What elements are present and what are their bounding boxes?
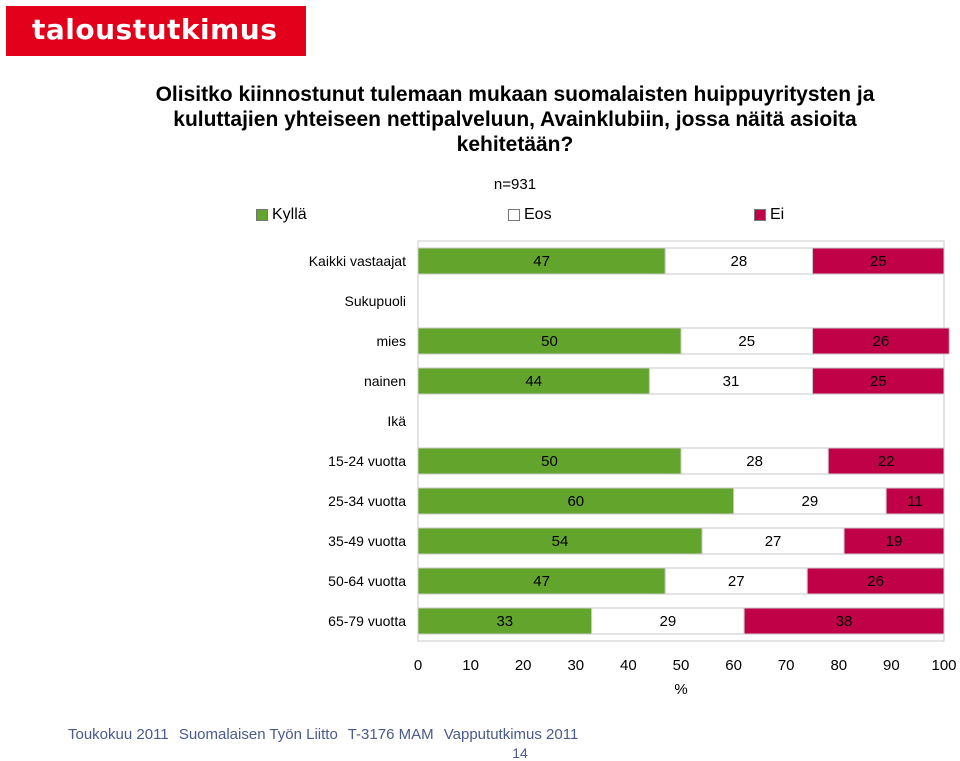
data-label: 31 [723, 373, 740, 390]
bar-segment [843, 527, 945, 555]
legend-label-ei: Ei [770, 206, 785, 223]
data-label: 60 [567, 493, 584, 510]
bar-segment [417, 367, 650, 395]
bar-segment [417, 527, 703, 555]
legend-swatch-kylla [256, 209, 268, 221]
x-tick-label: 60 [725, 657, 742, 674]
bar-segment [417, 447, 682, 475]
legend-swatch-eos [508, 209, 520, 221]
x-tick-label: 30 [567, 657, 584, 674]
x-axis-label: % [674, 681, 687, 698]
footer-date: Toukokuu 2011 [68, 726, 169, 743]
bar-segment [812, 327, 950, 355]
sample-size: n=931 [493, 176, 537, 193]
x-tick-label: 0 [414, 657, 422, 674]
x-tick-label: 40 [620, 657, 637, 674]
category-label: Kaikki vastaajat [309, 253, 406, 269]
bar-segment [701, 527, 845, 555]
legend-label-kylla: Kyllä [272, 206, 307, 223]
category-label: 25-34 vuotta [328, 493, 406, 509]
x-tick-label: 100 [931, 657, 956, 674]
bar-segment [812, 367, 945, 395]
data-label: 47 [533, 253, 550, 270]
legend-swatch-ei [754, 209, 766, 221]
plot-frame [417, 240, 945, 642]
bar-segment [812, 247, 945, 275]
company-logo: taloustutkimus oy [6, 6, 306, 79]
bar-segment [417, 607, 593, 635]
data-label: 27 [728, 573, 745, 590]
footer-client: Suomalaisen Työn Liitto [178, 726, 338, 743]
data-label: 11 [907, 493, 923, 510]
legend-label-eos: Eos [524, 206, 552, 223]
footer-project: T-3176 MAM [347, 726, 434, 743]
bar-segment [885, 487, 945, 515]
data-label: 28 [731, 253, 748, 270]
legend-item-kylla: Kyllä [256, 206, 307, 224]
bar-segment [806, 567, 945, 595]
category-label: Ikä [387, 413, 406, 429]
bar-segment [664, 567, 808, 595]
legend-item-ei: Ei [754, 206, 784, 224]
data-label: 27 [765, 533, 782, 550]
category-label: 50-64 vuotta [328, 573, 406, 589]
bar-segment [827, 447, 945, 475]
data-label: 25 [870, 373, 887, 390]
bar-segment [417, 567, 666, 595]
bar-segment [743, 607, 945, 635]
bar-segment [417, 247, 666, 275]
x-tick-label: 50 [673, 657, 690, 674]
bar-segment [591, 607, 745, 635]
x-tick-label: 10 [462, 657, 479, 674]
data-label: 33 [496, 613, 513, 630]
data-label: 26 [873, 333, 890, 350]
data-label: 25 [870, 253, 887, 270]
data-label: 50 [541, 333, 558, 350]
footer-survey: Vappututkimus 2011 [443, 726, 579, 743]
bar-segment [680, 447, 829, 475]
bar-segment [680, 327, 813, 355]
category-label: 65-79 vuotta [328, 613, 406, 629]
x-tick-label: 90 [883, 657, 900, 674]
logo-text: taloustutkimus oy [32, 13, 278, 79]
data-label: 44 [525, 373, 542, 390]
data-label: 28 [746, 453, 763, 470]
category-label: 35-49 vuotta [328, 533, 406, 549]
category-label: 15-24 vuotta [328, 453, 406, 469]
chart-title: Olisitko kiinnostunut tulemaan mukaan su… [155, 83, 875, 156]
bar-segment [733, 487, 887, 515]
data-label: 29 [660, 613, 677, 630]
legend-item-eos: Eos [508, 206, 552, 224]
data-label: 29 [802, 493, 819, 510]
x-tick-label: 20 [515, 657, 532, 674]
category-label: mies [376, 333, 406, 349]
data-label: 25 [738, 333, 755, 350]
data-label: 19 [886, 533, 903, 550]
category-label: nainen [364, 373, 406, 389]
page-number: 14 [512, 745, 528, 761]
footer: Toukokuu 2011 Suomalaisen Työn Liitto T-… [68, 726, 584, 743]
x-tick-label: 80 [830, 657, 847, 674]
data-label: 22 [878, 453, 895, 470]
data-label: 54 [552, 533, 569, 550]
data-label: 50 [541, 453, 558, 470]
data-label: 26 [867, 573, 884, 590]
bar-segment [417, 487, 735, 515]
data-label: 47 [533, 573, 550, 590]
x-tick-label: 70 [778, 657, 795, 674]
data-label: 38 [836, 613, 853, 630]
category-label: Sukupuoli [345, 293, 407, 309]
